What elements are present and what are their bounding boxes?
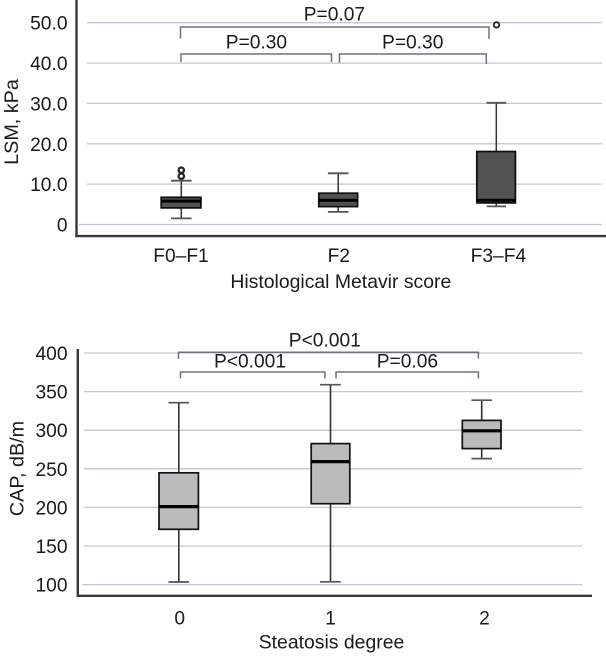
svg-text:0: 0 bbox=[174, 609, 185, 630]
svg-text:LSM, kPa: LSM, kPa bbox=[1, 79, 23, 165]
svg-text:P=0.30: P=0.30 bbox=[382, 33, 443, 54]
svg-text:250: 250 bbox=[35, 460, 67, 481]
svg-text:P<0.001: P<0.001 bbox=[214, 352, 286, 373]
svg-text:CAP, dB/m: CAP, dB/m bbox=[7, 421, 29, 516]
svg-text:40.0: 40.0 bbox=[30, 54, 67, 75]
svg-text:F2: F2 bbox=[328, 246, 350, 267]
svg-text:F0–F1: F0–F1 bbox=[153, 246, 208, 267]
svg-text:P=0.06: P=0.06 bbox=[377, 352, 438, 373]
svg-text:Steatosis degree: Steatosis degree bbox=[259, 632, 405, 654]
svg-text:100: 100 bbox=[35, 576, 67, 597]
svg-text:400: 400 bbox=[35, 344, 67, 365]
svg-text:1: 1 bbox=[325, 609, 336, 630]
svg-text:Histological Metavir score: Histological Metavir score bbox=[230, 271, 451, 293]
svg-text:P=0.30: P=0.30 bbox=[226, 33, 287, 54]
svg-text:20.0: 20.0 bbox=[30, 135, 67, 156]
svg-text:0: 0 bbox=[57, 216, 68, 237]
svg-text:P=0.07: P=0.07 bbox=[304, 5, 365, 26]
svg-text:300: 300 bbox=[35, 421, 67, 442]
svg-text:50.0: 50.0 bbox=[30, 14, 67, 35]
svg-text:10.0: 10.0 bbox=[30, 175, 67, 196]
svg-text:150: 150 bbox=[35, 537, 67, 558]
svg-text:2: 2 bbox=[479, 609, 490, 630]
svg-text:200: 200 bbox=[35, 498, 67, 519]
svg-text:P<0.001: P<0.001 bbox=[289, 330, 361, 351]
svg-text:F3–F4: F3–F4 bbox=[471, 246, 527, 267]
svg-text:350: 350 bbox=[35, 383, 67, 404]
svg-text:30.0: 30.0 bbox=[30, 94, 67, 115]
